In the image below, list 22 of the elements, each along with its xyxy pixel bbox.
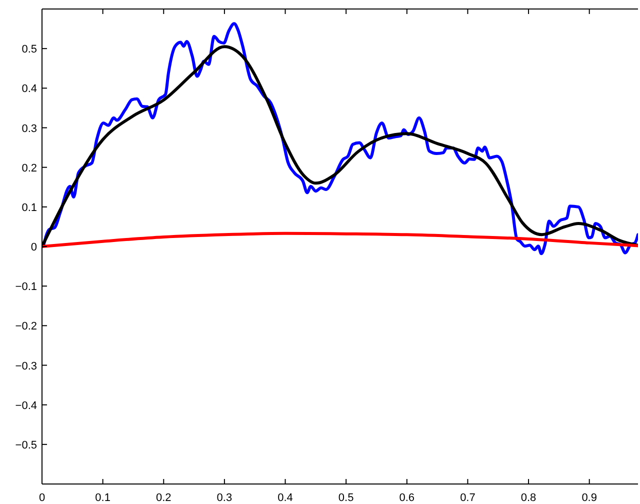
y-tick-label: 0.5: [22, 44, 37, 56]
x-tick-label: 0.9: [582, 492, 597, 504]
y-tick-label: −0.5: [15, 439, 37, 452]
x-tick-label: 0.6: [399, 492, 415, 504]
x-tick-label: 0.1: [95, 492, 110, 504]
x-tick-label: 0.7: [460, 492, 476, 504]
y-tick-label: −0.1: [15, 281, 37, 294]
x-tick-label: 0.4: [278, 492, 293, 504]
x-tick-label: 0.5: [338, 492, 354, 504]
y-tick-label: −0.4: [15, 400, 37, 412]
x-tick-label: 0.8: [520, 492, 536, 504]
line-series: [42, 232, 638, 248]
x-tick-label: 0.2: [156, 492, 172, 504]
y-tick-label: 0: [30, 242, 37, 254]
y-tick-label: 0.3: [22, 122, 37, 135]
x-tick-label: 0: [38, 492, 46, 504]
y-tick-label: −0.3: [15, 360, 37, 372]
x-tick-label: 0.3: [216, 492, 232, 504]
y-tick-label: 0.1: [22, 202, 37, 214]
y-tick-label: −0.2: [15, 320, 37, 333]
y-tick-label: 0.2: [22, 162, 37, 174]
y-tick-label: 0.4: [22, 83, 37, 96]
